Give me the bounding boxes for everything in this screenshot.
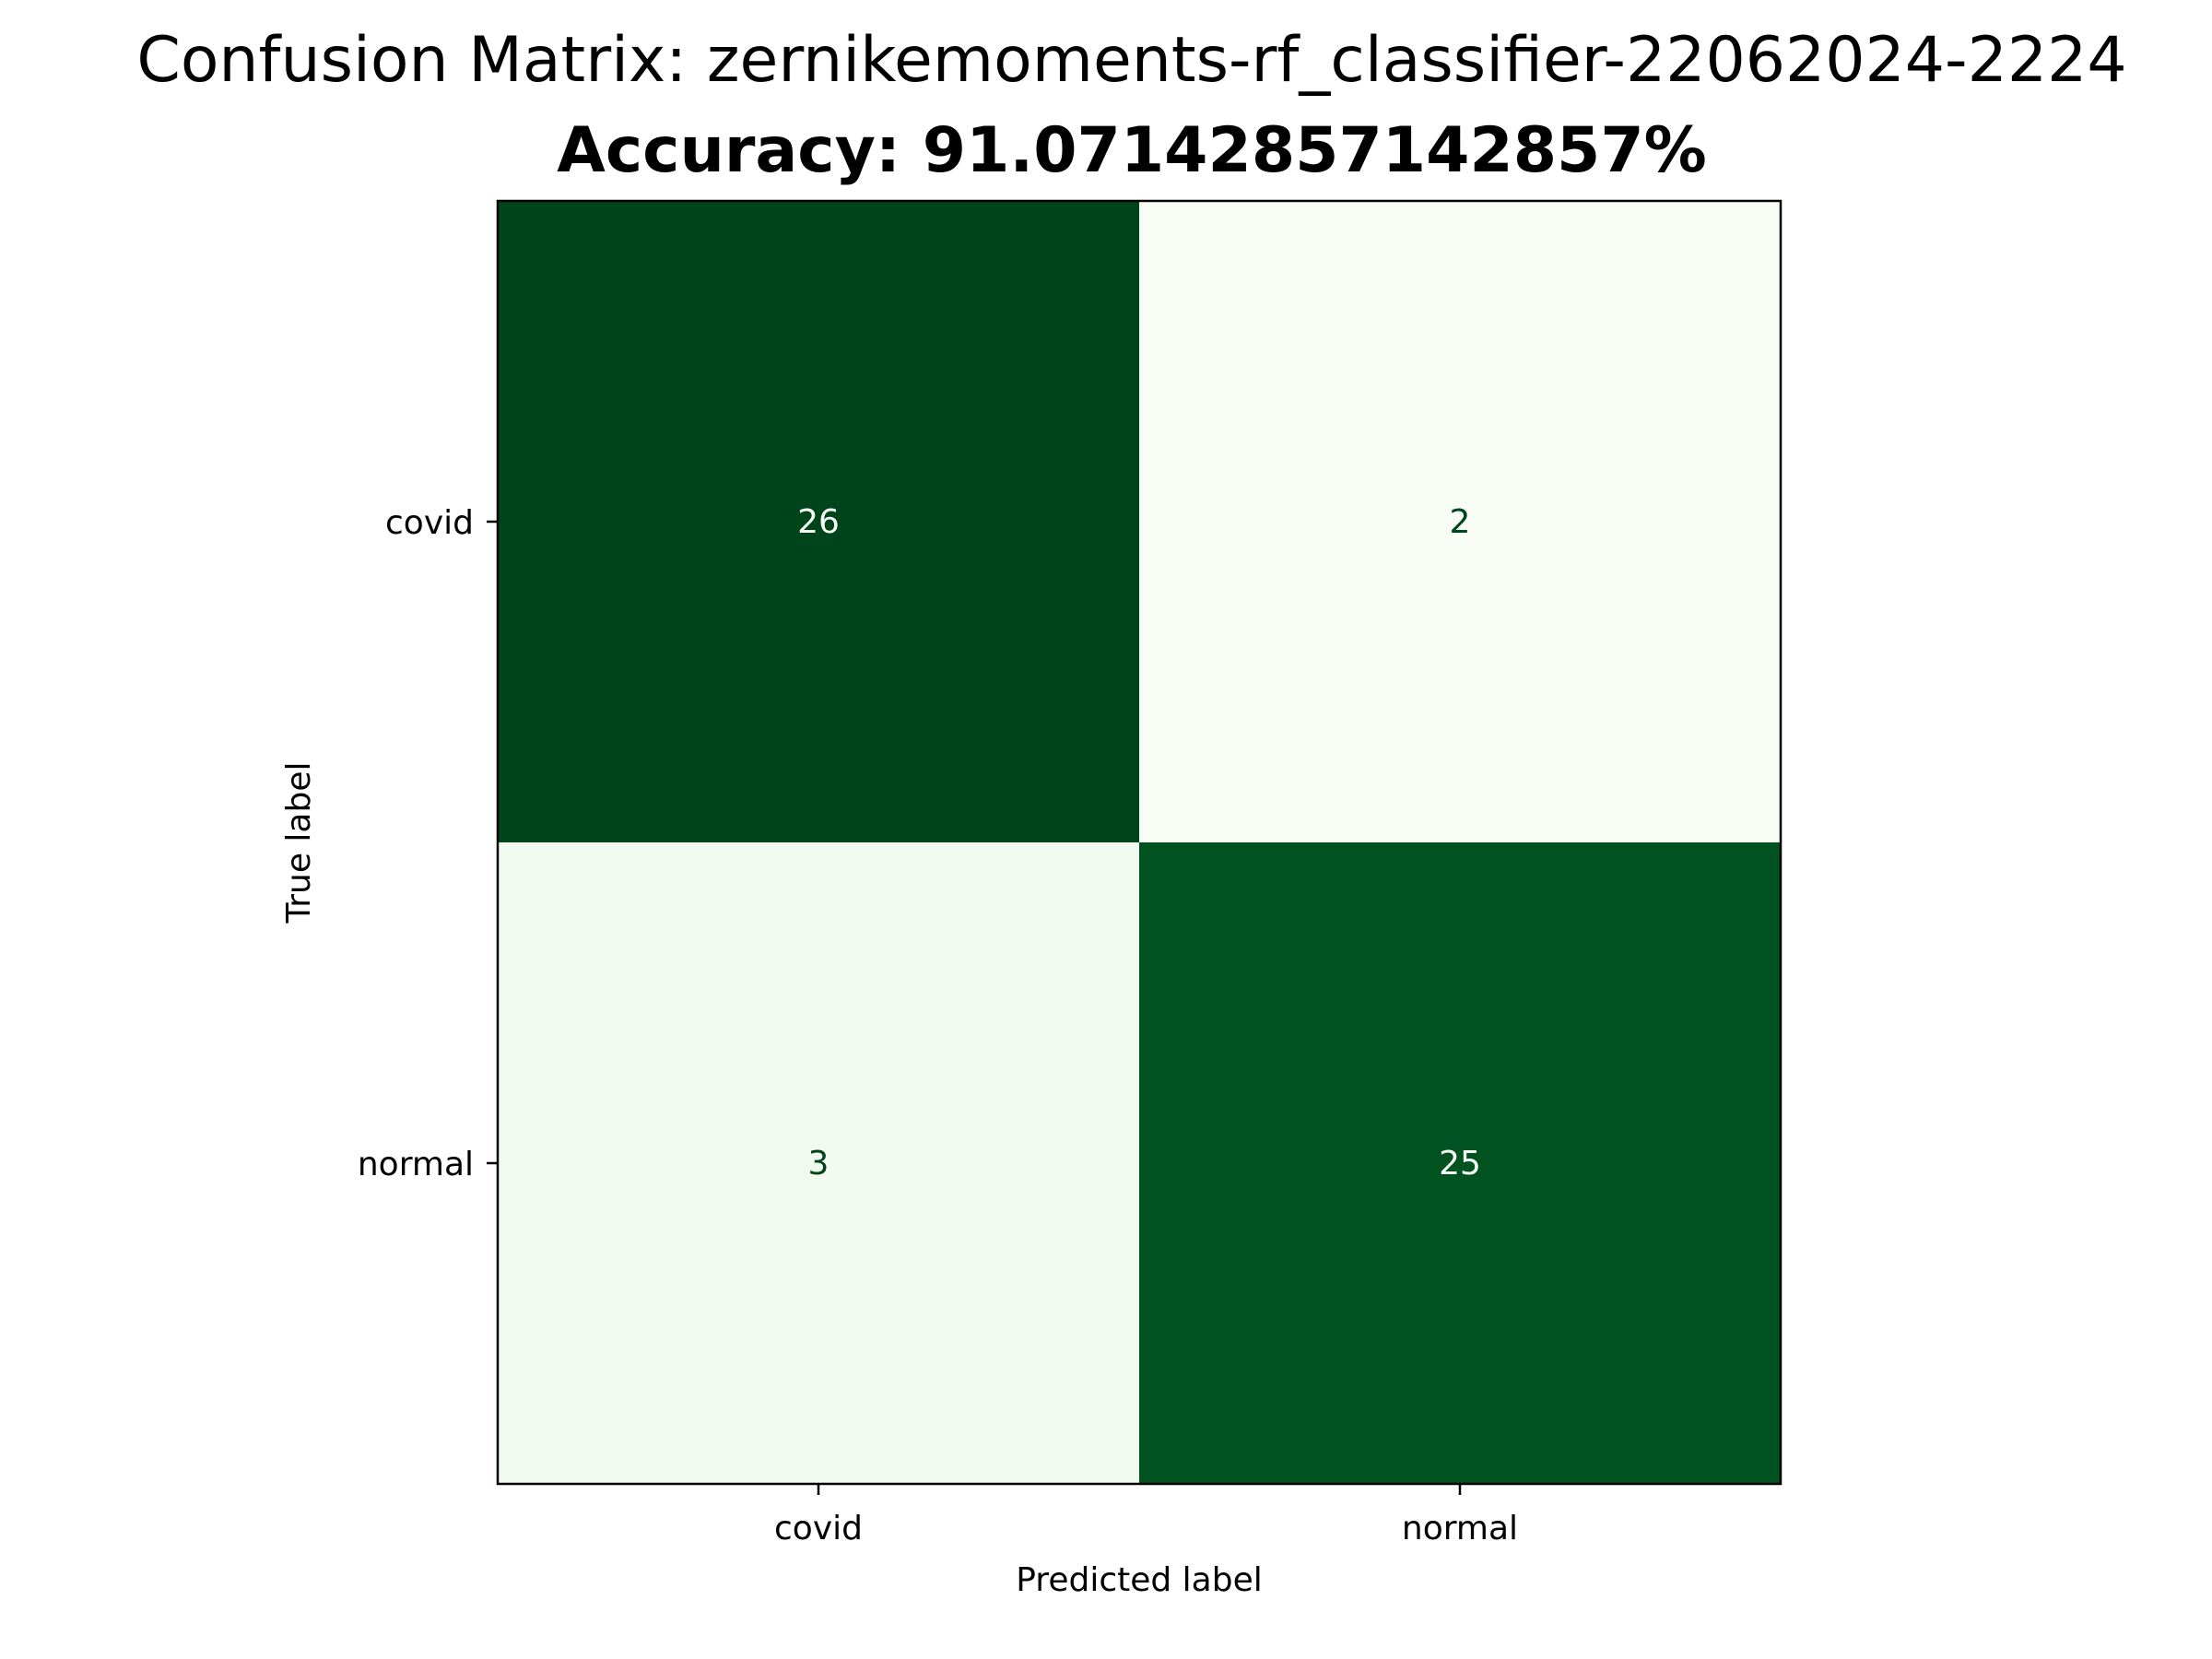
cell-value-label: 2: [1450, 503, 1471, 541]
plot-frame: [496, 199, 1783, 1486]
chart-subtitle: Accuracy: 91.07142857142857%: [557, 114, 1707, 187]
axis-ticks: covid normal covid normal: [358, 504, 1518, 1547]
x-axis-label: Predicted label: [1016, 1561, 1263, 1599]
y-tick-label: covid: [385, 504, 474, 542]
cell-value-label: 26: [797, 503, 840, 541]
x-tick-label: normal: [1402, 1510, 1518, 1547]
x-tick-label: covid: [774, 1510, 863, 1547]
y-tick-label: normal: [358, 1146, 474, 1183]
cell-value-label: 25: [1439, 1145, 1481, 1182]
matrix-cells: 26 2 3 25: [498, 201, 1781, 1484]
matrix-cell-normal-normal: [1139, 842, 1781, 1484]
chart-title: Confusion Matrix: zernikemoments-rf_clas…: [136, 24, 2126, 97]
matrix-cell-normal-covid: [498, 842, 1139, 1484]
y-axis-label: True label: [280, 762, 318, 924]
cell-value-label: 3: [808, 1145, 830, 1182]
matrix-cell-covid-covid: [498, 201, 1139, 842]
matrix-cell-covid-normal: [1139, 201, 1781, 842]
